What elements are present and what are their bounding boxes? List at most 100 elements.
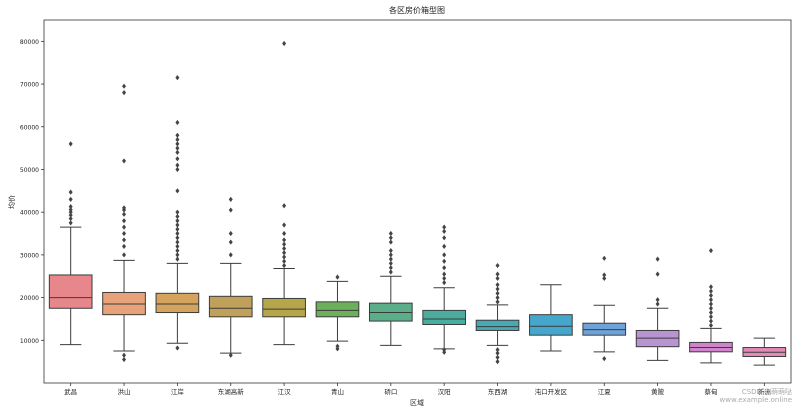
y-tick-label: 40000 xyxy=(20,210,39,217)
outlier-point xyxy=(175,243,180,249)
outlier-point xyxy=(495,347,500,353)
outlier-point xyxy=(122,205,127,211)
outlier-point xyxy=(388,230,393,237)
outlier-point xyxy=(175,209,180,215)
outlier-point xyxy=(175,256,180,262)
outlier-point xyxy=(282,254,287,260)
outlier-point xyxy=(175,222,180,228)
outlier-point xyxy=(388,260,393,267)
outlier-point xyxy=(388,256,393,262)
outlier-point xyxy=(282,241,287,247)
outlier-point xyxy=(442,271,447,277)
x-axis-label: 区域 xyxy=(410,398,424,407)
outlier-point xyxy=(708,292,713,299)
outlier-point xyxy=(442,275,447,281)
outlier-point xyxy=(708,297,713,303)
outlier-point xyxy=(68,196,73,202)
x-tick-label: 蔡甸 xyxy=(704,387,717,396)
outlier-point xyxy=(228,252,233,258)
outlier-point xyxy=(282,258,287,264)
y-tick-label: 80000 xyxy=(20,39,39,46)
outlier-point xyxy=(228,207,233,213)
boxes-group xyxy=(48,40,787,366)
box-2 xyxy=(102,83,146,363)
box-6 xyxy=(315,274,360,352)
x-tick-label: 青山 xyxy=(331,387,344,396)
outlier-point xyxy=(442,224,447,230)
outlier-point xyxy=(442,280,447,286)
outlier-point xyxy=(122,356,127,363)
box-1 xyxy=(48,141,93,346)
outlier-point xyxy=(122,243,127,249)
y-tick-label: 60000 xyxy=(20,124,39,131)
box-iqr xyxy=(529,314,573,336)
outlier-point xyxy=(335,274,340,280)
x-tick-label: 硚口 xyxy=(384,388,397,396)
outlier-point xyxy=(228,230,233,237)
outlier-point xyxy=(708,248,713,254)
outlier-point xyxy=(708,318,713,324)
watermark-line-2: www.example.online xyxy=(719,396,792,404)
outlier-point xyxy=(282,237,287,243)
outlier-point xyxy=(442,243,447,249)
outlier-point xyxy=(282,40,287,47)
outlier-point xyxy=(175,149,180,155)
plot-area xyxy=(43,19,792,384)
outlier-point xyxy=(68,215,73,222)
x-tick-label: 江夏 xyxy=(598,388,612,396)
outlier-point xyxy=(442,258,447,264)
outlier-point xyxy=(442,235,447,241)
outlier-point xyxy=(495,262,500,269)
watermark-line-1: CSDN @萌萌哒 xyxy=(741,388,792,396)
outlier-point xyxy=(122,237,127,243)
outlier-point xyxy=(655,271,660,277)
box-10 xyxy=(529,284,573,352)
outlier-point xyxy=(655,256,660,262)
outlier-point xyxy=(122,252,127,258)
outlier-point xyxy=(495,359,500,365)
y-tick-label: 10000 xyxy=(20,338,39,345)
box-iqr xyxy=(208,295,253,318)
outlier-point xyxy=(708,288,713,294)
box-14 xyxy=(742,337,787,366)
y-tick-label: 50000 xyxy=(20,167,39,174)
outlier-point xyxy=(602,356,607,362)
x-tick-label: 新洲 xyxy=(758,387,771,396)
outlier-point xyxy=(175,239,180,245)
outlier-point xyxy=(175,141,180,147)
box-iqr xyxy=(48,274,93,309)
box-iqr xyxy=(475,319,520,331)
outlier-point xyxy=(708,301,713,307)
outlier-point xyxy=(122,158,127,164)
box-9 xyxy=(475,262,520,365)
outlier-point xyxy=(228,352,233,358)
x-tick-label: 江汉 xyxy=(278,388,292,396)
outlier-point xyxy=(655,297,660,303)
outlier-point xyxy=(335,343,340,349)
outlier-point xyxy=(175,235,180,241)
outlier-point xyxy=(175,226,180,232)
outlier-point xyxy=(122,230,127,237)
outlier-point xyxy=(68,141,73,147)
outlier-point xyxy=(442,252,447,258)
outlier-point xyxy=(388,269,393,275)
outlier-point xyxy=(68,212,73,218)
outlier-point xyxy=(282,250,287,256)
outlier-point xyxy=(495,286,500,292)
x-tick-label: 东西湖 xyxy=(488,387,508,396)
outlier-point xyxy=(708,314,713,320)
y-axis: 10000 20000 30000 40000 50000 60000 70000 80000 xyxy=(20,39,44,345)
chart-title: 各区房价箱型图 xyxy=(389,5,445,15)
outlier-point xyxy=(655,301,660,307)
box-4 xyxy=(208,196,253,358)
outlier-point xyxy=(175,119,180,126)
outlier-point xyxy=(442,265,447,271)
outlier-point xyxy=(175,230,180,237)
outlier-point xyxy=(68,220,73,226)
outlier-point xyxy=(708,284,713,290)
outlier-point xyxy=(495,282,500,288)
box-iqr xyxy=(262,297,306,318)
box-iqr xyxy=(422,309,467,325)
outlier-point xyxy=(495,271,500,277)
x-axis: 武昌 洪山 江岸 东湖高新 江汉 青山 硚口 汉阳 东西湖 沌口开发区 江夏 黄陂 蔡甸 新洲 xyxy=(64,383,771,396)
